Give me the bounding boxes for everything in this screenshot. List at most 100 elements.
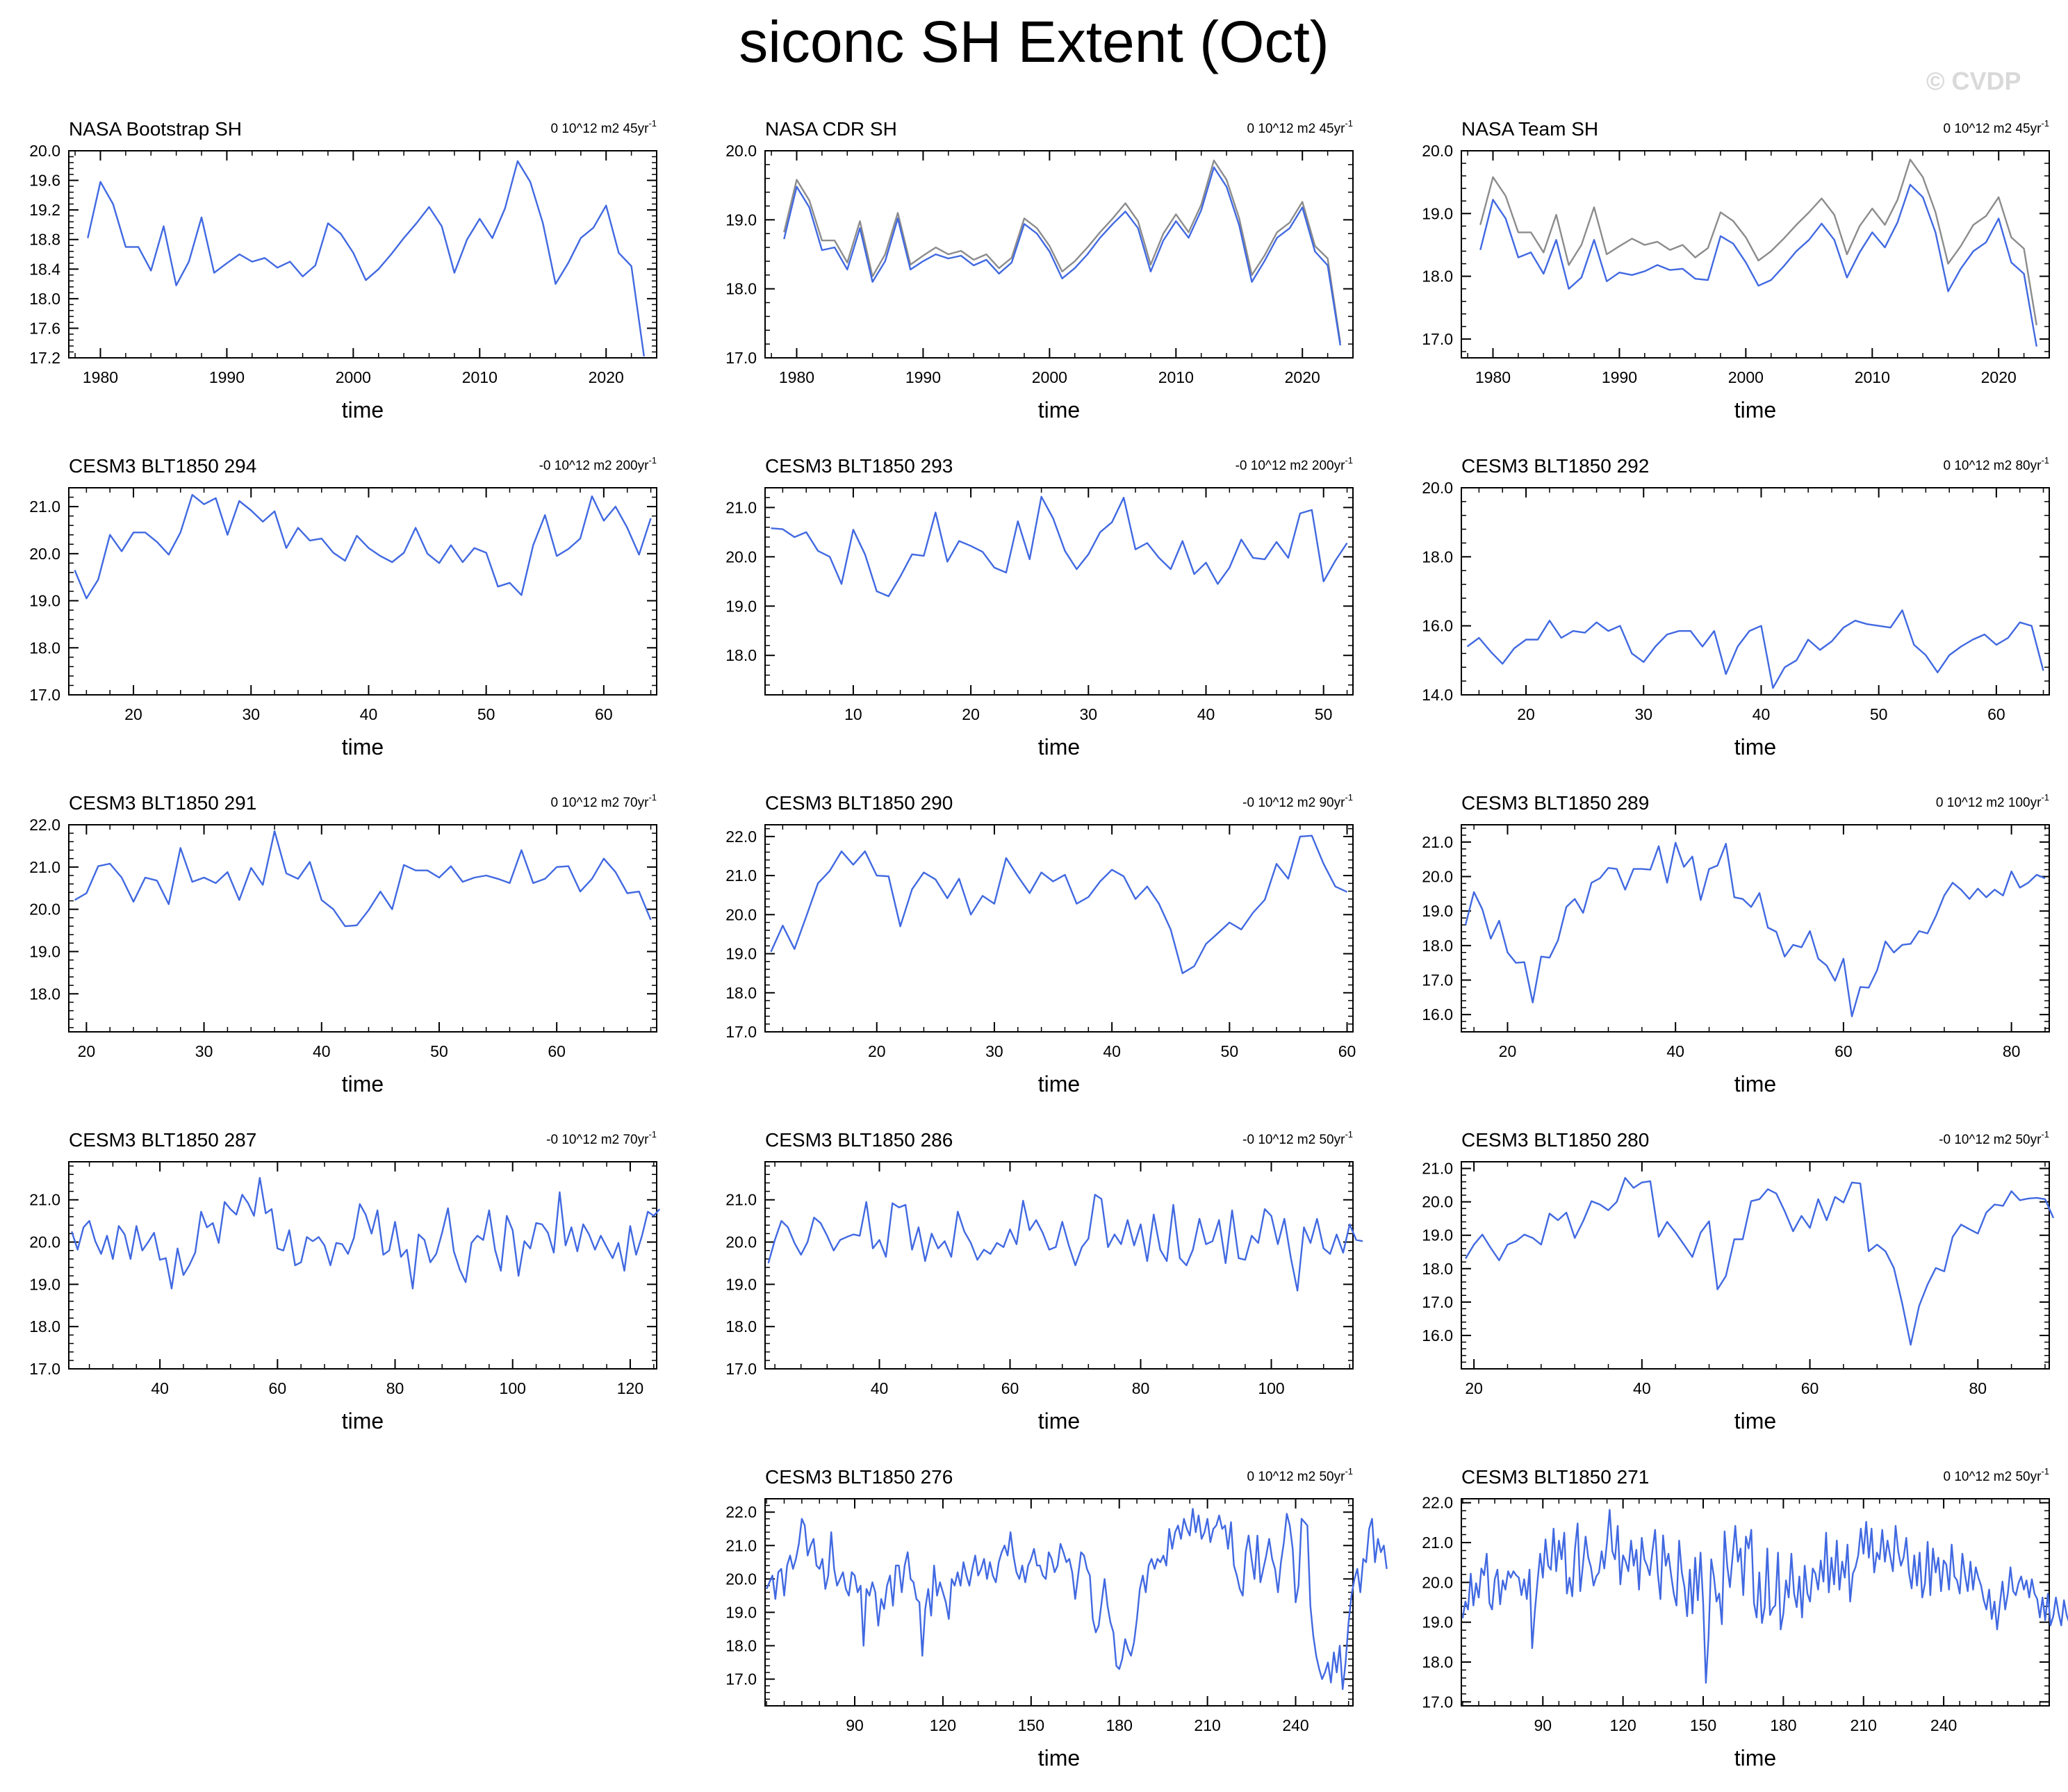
series-line — [783, 166, 1341, 346]
y-tick-label: 20.0 — [29, 142, 60, 160]
y-tick-label: 18.0 — [725, 646, 757, 664]
y-tick-label: 19.0 — [725, 1275, 757, 1293]
x-tick-label: 60 — [595, 705, 613, 723]
x-tick-label: 40 — [1197, 705, 1215, 723]
y-tick-label: 18.0 — [1422, 1260, 1453, 1278]
watermark: © CVDP — [1926, 67, 2021, 95]
x-tick-label: 60 — [1001, 1379, 1019, 1397]
chart-panel: CESM3 BLT1850 276 0 10^12 m2 50yr-1 17.0 18… — [725, 1466, 1388, 1770]
x-axis-label: time — [1734, 734, 1776, 759]
y-tick-label: 20.0 — [725, 548, 757, 566]
x-axis-label: time — [1038, 1408, 1080, 1433]
plot-frame — [764, 1161, 1354, 1370]
x-tick-label: 2000 — [1032, 368, 1067, 386]
x-axis-label: time — [1038, 1745, 1080, 1770]
plot-frame — [764, 1498, 1354, 1707]
plot-frame — [68, 150, 657, 359]
series-line — [770, 835, 1348, 974]
chart-panel: CESM3 BLT1850 287 -0 10^12 m2 70yr-1 17.0 1… — [29, 1129, 661, 1433]
series-line — [87, 160, 645, 357]
y-tick-label: 20.0 — [725, 142, 757, 160]
y-tick-label: 19.0 — [725, 945, 757, 963]
plot-frame — [764, 150, 1354, 359]
y-tick-label: 17.0 — [1422, 971, 1453, 989]
x-tick-label: 60 — [548, 1042, 566, 1060]
trend-label: 0 10^12 m2 100yr-1 — [1936, 792, 2049, 810]
y-tick-label: 16.0 — [1422, 1326, 1453, 1345]
trend-label: -0 10^12 m2 70yr-1 — [546, 1129, 657, 1147]
trend-label: -0 10^12 m2 200yr-1 — [539, 455, 657, 473]
y-tick-label: 17.0 — [1422, 1293, 1453, 1311]
x-tick-label: 1990 — [209, 368, 245, 386]
x-tick-label: 120 — [1609, 1716, 1636, 1734]
trend-label: 0 10^12 m2 70yr-1 — [550, 792, 657, 810]
x-tick-label: 60 — [269, 1379, 287, 1397]
x-axis-label: time — [342, 1408, 384, 1433]
plot-frame — [68, 487, 657, 696]
x-tick-label: 240 — [1930, 1716, 1957, 1734]
trend-label: 0 10^12 m2 45yr-1 — [550, 118, 657, 136]
series-line — [771, 495, 1348, 598]
panel-title: CESM3 BLT1850 287 — [69, 1129, 256, 1151]
y-tick-label: 19.0 — [29, 592, 60, 610]
x-tick-label: 20 — [1465, 1379, 1483, 1397]
y-tick-label: 19.0 — [1422, 1613, 1453, 1631]
x-tick-label: 180 — [1770, 1716, 1796, 1734]
y-tick-label: 18.8 — [29, 231, 60, 249]
series-line — [74, 830, 652, 928]
y-tick-label: 18.0 — [29, 290, 60, 308]
x-tick-label: 90 — [846, 1716, 864, 1734]
series-line — [1464, 841, 2046, 1017]
y-tick-label: 18.4 — [29, 260, 60, 278]
y-tick-label: 20.0 — [725, 905, 757, 923]
y-tick-label: 17.0 — [1422, 1693, 1453, 1711]
y-tick-label: 18.0 — [725, 1636, 757, 1654]
x-tick-label: 50 — [1315, 705, 1333, 723]
x-tick-label: 60 — [1987, 705, 2005, 723]
x-tick-label: 40 — [1103, 1042, 1121, 1060]
plot-frame — [1461, 487, 2050, 696]
y-tick-label: 17.0 — [29, 1360, 60, 1378]
y-tick-label: 21.0 — [725, 866, 757, 885]
y-tick-label: 19.6 — [29, 172, 60, 190]
x-axis-label: time — [342, 1071, 384, 1096]
x-tick-label: 20 — [1517, 705, 1535, 723]
x-tick-label: 1980 — [779, 368, 814, 386]
x-tick-label: 2020 — [1981, 368, 2017, 386]
y-tick-label: 18.0 — [1422, 1653, 1453, 1671]
reference-series-line — [783, 159, 1341, 343]
panel-title: CESM3 BLT1850 286 — [765, 1129, 953, 1151]
x-tick-label: 60 — [1835, 1042, 1853, 1060]
chart-panel: CESM3 BLT1850 291 0 10^12 m2 70yr-1 18.0 19… — [29, 792, 657, 1096]
x-axis-label: time — [342, 734, 384, 759]
y-tick-label: 18.0 — [725, 280, 757, 298]
panel-title: CESM3 BLT1850 280 — [1461, 1129, 1649, 1151]
panel-title: CESM3 BLT1850 289 — [1461, 792, 1649, 814]
x-tick-label: 30 — [1634, 705, 1652, 723]
x-tick-label: 2010 — [1158, 368, 1194, 386]
y-tick-label: 19.0 — [725, 597, 757, 615]
y-tick-label: 18.0 — [29, 985, 60, 1003]
x-tick-label: 20 — [868, 1042, 886, 1060]
x-axis-label: time — [1734, 397, 1776, 422]
y-tick-label: 18.0 — [725, 984, 757, 1002]
plot-frame — [1461, 150, 2050, 359]
y-tick-label: 17.0 — [725, 349, 757, 367]
x-tick-label: 120 — [617, 1379, 643, 1397]
chart-panel: CESM3 BLT1850 294 -0 10^12 m2 200yr-1 17.0… — [29, 455, 657, 759]
x-tick-label: 150 — [1018, 1716, 1044, 1734]
panel-title: CESM3 BLT1850 293 — [765, 455, 953, 477]
y-tick-label: 17.0 — [725, 1023, 757, 1041]
series-line — [766, 1508, 1388, 1691]
series-line — [1466, 609, 2044, 689]
panel-title: CESM3 BLT1850 292 — [1461, 455, 1649, 477]
x-tick-label: 2020 — [1285, 368, 1320, 386]
chart-panel: NASA CDR SH 0 10^12 m2 45yr-1 17.0 18.0 19.0… — [725, 118, 1354, 422]
y-tick-label: 18.0 — [1422, 548, 1453, 566]
x-tick-label: 20 — [1499, 1042, 1517, 1060]
chart-panel: NASA Bootstrap SH 0 10^12 m2 45yr-1 17.2 17… — [29, 118, 657, 422]
x-tick-label: 50 — [1870, 705, 1888, 723]
x-tick-label: 2020 — [589, 368, 624, 386]
y-tick-label: 21.0 — [1422, 833, 1453, 851]
